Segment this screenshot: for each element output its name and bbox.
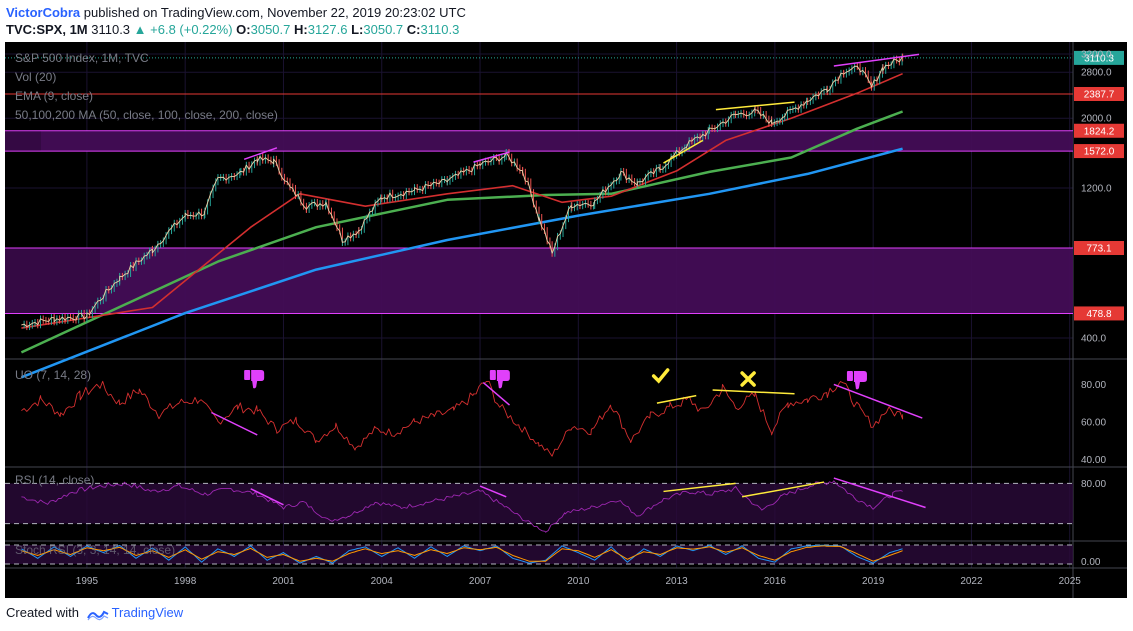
price-trendline — [473, 151, 510, 163]
support-zone-inner — [100, 248, 1074, 314]
close-label: C: — [406, 22, 421, 37]
rsi-band — [5, 483, 1073, 524]
level-price-label: 1572.0 — [1084, 147, 1115, 158]
thumbs-down-icon — [489, 370, 510, 389]
x-axis-tick: 2010 — [567, 576, 590, 587]
rsi-trendline — [663, 482, 736, 493]
level-price-tag — [1074, 123, 1124, 138]
x-axis-tick: 2022 — [960, 576, 983, 587]
author-link[interactable]: VictorCobra — [6, 5, 81, 20]
open-label: O: — [236, 22, 251, 37]
thumbs-cuff — [846, 371, 853, 381]
ohlc-line: TVC:SPX, 1M 3110.3 ▲ +6.8 (+0.22%) O:305… — [6, 21, 466, 38]
price-axis-tick: 2800.0 — [1081, 68, 1112, 79]
price-trendline — [715, 101, 795, 111]
x-axis-tick: 1998 — [174, 576, 197, 587]
price-line — [21, 56, 903, 327]
level-price-label: 478.8 — [1086, 309, 1111, 320]
ma100-line — [20, 110, 904, 354]
uo-trendline — [712, 389, 795, 395]
x-axis-tick: 2007 — [469, 576, 492, 587]
uo-line — [21, 380, 904, 457]
x-axis-tick: 2004 — [371, 576, 394, 587]
thumbs-down-icon — [244, 370, 265, 389]
stoch-d-line — [21, 545, 903, 562]
indicator-legend: EMA (9, close) — [15, 89, 93, 103]
level-price-tag — [1074, 144, 1124, 159]
stoch-band — [5, 545, 1073, 564]
ma200-line — [20, 147, 903, 379]
level-price-tag — [1074, 241, 1124, 256]
price-trendline — [663, 139, 704, 164]
level-price-tag — [1074, 306, 1124, 321]
price-trendline — [243, 147, 278, 161]
indicator-legend: Vol (20) — [15, 70, 56, 84]
thumbs-cuff — [489, 370, 496, 380]
uo-trendline — [833, 383, 923, 419]
rsi-trendline — [250, 488, 284, 506]
x-axis-tick: 2001 — [272, 576, 295, 587]
close-value: 3110.3 — [420, 22, 460, 37]
level-price-label: 1824.2 — [1084, 126, 1115, 137]
rsi-legend: RSI (14, close) — [15, 473, 94, 487]
symbol-label: TVC:SPX, 1M — [6, 22, 88, 37]
level-price-label: 2387.7 — [1084, 89, 1115, 100]
chart-header: VictorCobra published on TradingView.com… — [6, 4, 466, 38]
stoch-k-line — [21, 544, 903, 564]
low-value: 3050.7 — [363, 22, 404, 37]
publish-line: VictorCobra published on TradingView.com… — [6, 4, 466, 21]
x-axis-tick: 2016 — [764, 576, 787, 587]
publish-info: published on TradingView.com, November 2… — [80, 5, 466, 20]
price-axis-tick: 1200.0 — [1081, 183, 1112, 194]
uo-trendline — [211, 411, 258, 436]
footer: Created with TradingView — [6, 605, 183, 621]
thumbs-hand — [251, 370, 265, 389]
chart-title: S&P 500 Index, 1M, TVC — [15, 51, 149, 65]
level-price-label: 773.1 — [1086, 244, 1111, 255]
uo-axis-tick: 60.00 — [1081, 417, 1106, 428]
thumbs-hand — [496, 370, 510, 389]
stoch-axis-tick: 0.00 — [1081, 557, 1101, 568]
created-with-text: Created with — [6, 605, 83, 620]
resistance-zone-inner — [41, 130, 1073, 152]
uo-axis-tick: 80.00 — [1081, 380, 1106, 391]
price-axis-tick: 2000.0 — [1081, 114, 1112, 125]
x-axis-tick: 2019 — [862, 576, 885, 587]
tradingview-brand[interactable]: TradingView — [111, 605, 184, 620]
uo-trendline — [656, 394, 697, 404]
rsi-line — [21, 480, 903, 533]
rsi-axis-tick: 80.00 — [1081, 479, 1106, 490]
thumbs-cuff — [244, 370, 251, 380]
x-axis-tick: 2013 — [665, 576, 688, 587]
tradingview-logo-icon — [86, 610, 109, 620]
thumbs-hand — [853, 371, 867, 390]
last-price-tag — [1074, 50, 1124, 65]
rsi-trendline — [741, 481, 825, 498]
level-price-tag — [1074, 86, 1124, 101]
rsi-trendline — [833, 477, 926, 509]
x-axis-tick: 2025 — [1059, 576, 1082, 587]
indicator-legend: 50,100,200 MA (50, close, 100, close, 20… — [15, 108, 278, 122]
ma50-line — [21, 72, 903, 329]
x-mark-icon — [740, 371, 756, 387]
stoch-legend: Stoch RSI (3, 3, 14, 14, close) — [15, 543, 175, 557]
chart-canvas[interactable]: 2387.7 1824.2 1572.0 773.1 478.8 3110.33200.0… — [5, 42, 1127, 598]
last-price: 3110.3 — [87, 22, 134, 37]
price-axis-tick: 3200.0 — [1081, 50, 1112, 61]
last-price-label: 3110.3 — [1084, 53, 1114, 64]
high-value: 3127.6 — [307, 22, 348, 37]
check-icon — [651, 368, 670, 384]
open-value: 3050.7 — [250, 22, 291, 37]
thumbs-down-icon — [846, 371, 867, 390]
low-label: L: — [351, 22, 364, 37]
price-axis-tick: 400.0 — [1081, 334, 1106, 345]
rsi-trendline — [479, 485, 507, 498]
uo-trendline — [482, 382, 511, 406]
uo-axis-tick: 40.00 — [1081, 455, 1106, 466]
price-trendline — [833, 53, 920, 67]
high-label: H: — [294, 22, 308, 37]
x-axis-tick: 1995 — [76, 576, 99, 587]
price-change: ▲ +6.8 (+0.22%) — [133, 22, 233, 37]
uo-legend: UO (7, 14, 28) — [15, 368, 91, 382]
